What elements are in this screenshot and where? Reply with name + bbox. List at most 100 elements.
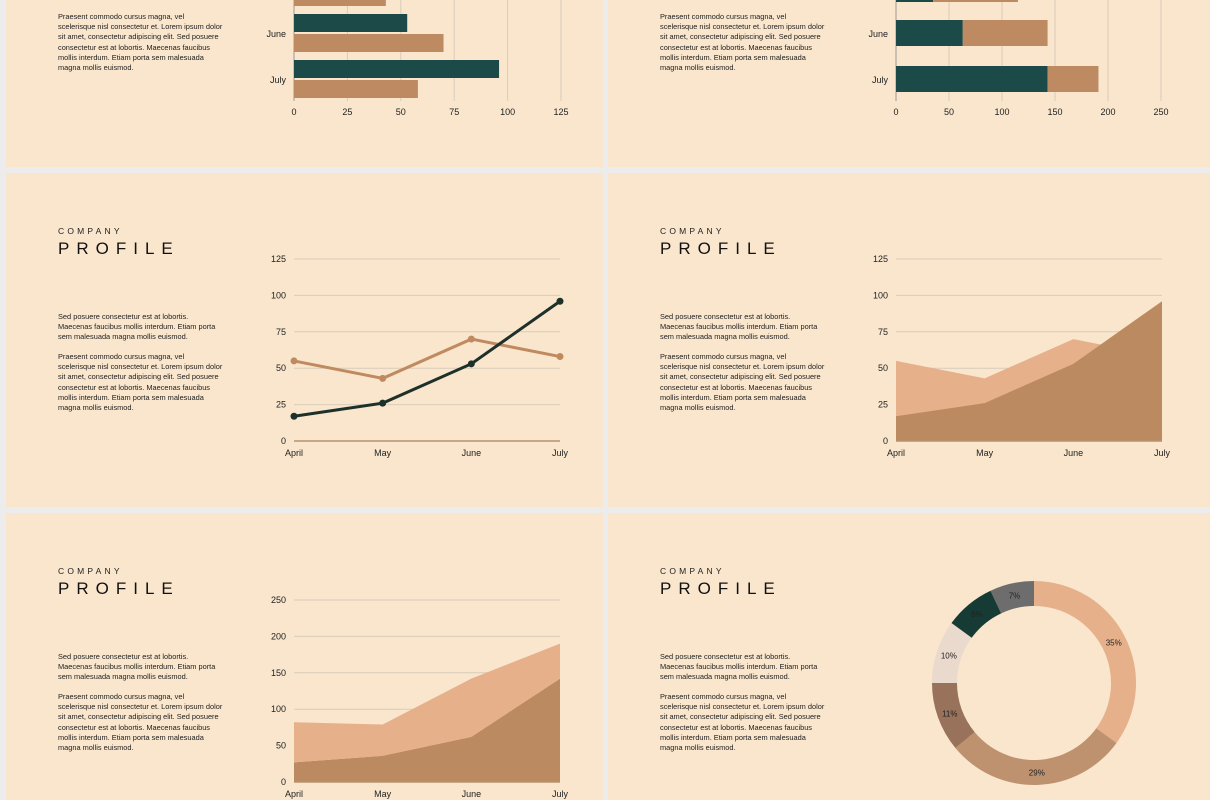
x-tick-label: July — [552, 448, 569, 458]
y-tick-label: 100 — [873, 290, 888, 300]
bar — [933, 0, 1018, 2]
x-tick-label: July — [552, 789, 569, 799]
y-tick-label: 0 — [281, 436, 286, 446]
donut-slice — [1034, 581, 1136, 743]
area-series — [294, 643, 560, 763]
body-paragraph: Praesent commodo cursus magna, vel scele… — [58, 692, 223, 753]
y-tick-label: 25 — [878, 400, 888, 410]
y-tick-label: 25 — [276, 400, 286, 410]
body-paragraph: Praesent commodo cursus magna, vel scele… — [660, 692, 825, 753]
donut-slice — [955, 728, 1117, 785]
slice-label: 8% — [971, 610, 983, 619]
x-tick-label: June — [1064, 448, 1084, 458]
x-tick-label: May — [374, 448, 392, 458]
x-tick-label: April — [285, 448, 303, 458]
x-tick-label: 50 — [944, 107, 954, 117]
body-paragraph: Praesent commodo cursus magna, vel scele… — [660, 352, 825, 413]
data-point — [556, 297, 564, 305]
body-paragraph: Sed posuere consectetur est at lobortis.… — [58, 652, 216, 682]
area-series — [896, 301, 1162, 441]
y-tick-label: 0 — [281, 777, 286, 787]
body-paragraph: Praesent commodo cursus magna, vel scele… — [58, 12, 223, 73]
stacked-area-chart: 0 50 100 150 200 250 April May June July — [271, 595, 569, 799]
donut-chart: 35% 29% 11% 10% 8% 7% — [932, 581, 1136, 785]
y-tick-label: 125 — [873, 254, 888, 264]
x-tick-label: June — [462, 789, 482, 799]
category-label: June — [266, 29, 286, 39]
y-tick-label: 150 — [271, 668, 286, 678]
donut-slice — [932, 683, 975, 749]
company-label: COMPANY — [660, 226, 725, 236]
category-label: June — [868, 29, 888, 39]
slide-bar-chart: Praesent commodo cursus magna, vel scele… — [6, 0, 603, 167]
x-tick-label: May — [374, 789, 392, 799]
x-tick-label: 150 — [1047, 107, 1062, 117]
line-chart: 0 25 50 75 100 125 April May June July — [271, 254, 569, 458]
x-tick-label: 100 — [994, 107, 1009, 117]
slide-title: PROFILE — [660, 579, 782, 598]
y-tick-label: 100 — [271, 290, 286, 300]
bar — [294, 80, 418, 98]
data-point — [379, 399, 387, 407]
x-tick-label: May — [976, 448, 994, 458]
x-tick-label: 50 — [396, 107, 406, 117]
data-point — [379, 374, 387, 382]
donut-slice — [990, 581, 1034, 614]
x-tick-label: 0 — [893, 107, 898, 117]
company-label: COMPANY — [58, 566, 123, 576]
bar — [294, 0, 386, 6]
x-tick-label: 125 — [553, 107, 568, 117]
bar-chart: 0 25 50 75 100 125 June July — [266, 0, 569, 117]
body-paragraph: Praesent commodo cursus magna, vel scele… — [58, 352, 223, 413]
x-tick-label: April — [887, 448, 905, 458]
y-tick-label: 200 — [271, 631, 286, 641]
x-tick-label: July — [1154, 448, 1171, 458]
slide-area-chart: COMPANY PROFILE Sed posuere consectetur … — [608, 173, 1210, 507]
body-paragraph: Praesent commodo cursus magna, vel scele… — [660, 12, 825, 73]
x-tick-label: June — [462, 448, 482, 458]
slide-stacked-area-chart: COMPANY PROFILE Sed posuere consectetur … — [6, 513, 603, 800]
y-tick-label: 100 — [271, 704, 286, 714]
y-tick-label: 75 — [878, 327, 888, 337]
slice-label: 10% — [941, 651, 957, 660]
area-chart: 0 25 50 75 100 125 April May June July — [873, 254, 1171, 458]
body-paragraph: Sed posuere consectetur est at lobortis.… — [660, 652, 818, 682]
data-point — [467, 360, 475, 368]
stacked-bar-chart: 0 50 100 150 200 250 June July — [868, 0, 1169, 117]
data-point — [290, 357, 298, 365]
category-label: July — [872, 75, 889, 85]
x-tick-label: 0 — [291, 107, 296, 117]
bar — [896, 20, 963, 46]
data-point — [556, 353, 564, 361]
x-tick-label: 75 — [449, 107, 459, 117]
y-tick-label: 50 — [276, 363, 286, 373]
data-point — [467, 335, 475, 343]
bar — [896, 0, 934, 2]
y-tick-label: 75 — [276, 327, 286, 337]
company-label: COMPANY — [660, 566, 725, 576]
bar — [962, 20, 1048, 46]
slice-label: 7% — [1009, 592, 1021, 601]
x-tick-label: 25 — [342, 107, 352, 117]
bar — [294, 60, 500, 78]
slide-title: PROFILE — [660, 239, 782, 258]
x-tick-label: 200 — [1100, 107, 1115, 117]
area-series — [294, 678, 560, 782]
slide-donut-chart: COMPANY PROFILE Sed posuere consectetur … — [608, 513, 1210, 800]
x-tick-label: 250 — [1153, 107, 1168, 117]
slide-title: PROFILE — [58, 239, 180, 258]
bar — [896, 66, 1048, 92]
x-tick-label: 100 — [500, 107, 515, 117]
y-tick-label: 0 — [883, 436, 888, 446]
bar — [294, 14, 408, 32]
x-tick-label: April — [285, 789, 303, 799]
category-label: July — [270, 75, 287, 85]
donut-slice — [951, 590, 1002, 638]
bar — [294, 34, 444, 52]
slide-stacked-bar-chart: Praesent commodo cursus magna, vel scele… — [608, 0, 1210, 167]
y-tick-label: 50 — [878, 363, 888, 373]
body-paragraph: Sed posuere consectetur est at lobortis.… — [58, 312, 216, 342]
body-paragraph: Sed posuere consectetur est at lobortis.… — [660, 312, 818, 342]
slice-label: 29% — [1029, 768, 1045, 777]
y-tick-label: 50 — [276, 741, 286, 751]
